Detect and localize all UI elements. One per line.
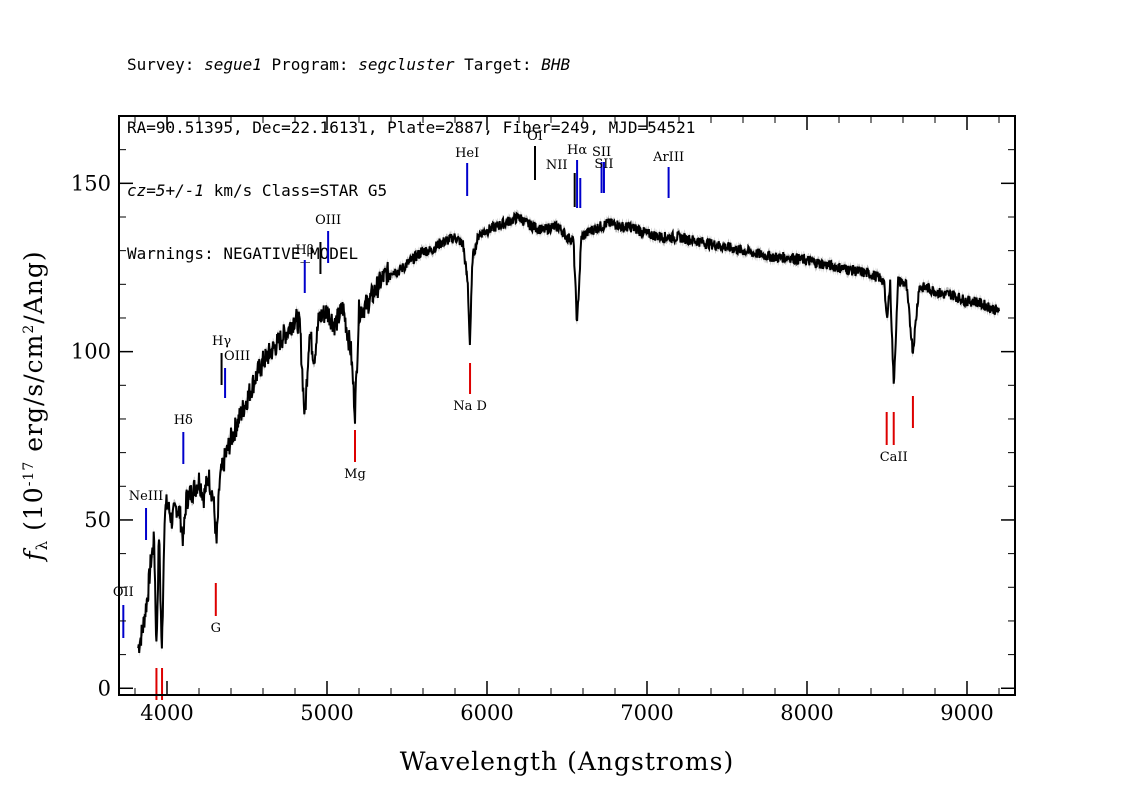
program-label: Program: (261, 55, 359, 74)
y-axis-title-part: -17 (21, 461, 37, 487)
x-axis-title: Wavelength (Angstroms) (400, 747, 734, 776)
emission-line-label: SII (594, 157, 613, 172)
y-tick-label: 100 (71, 340, 111, 364)
emission-line-label: OIII (315, 213, 341, 228)
x-tick-label: 6000 (460, 701, 513, 725)
y-axis-title: fλ (10-17 erg/s/cm2/Ang) (19, 250, 51, 562)
y-axis-title-part: λ (33, 540, 51, 551)
x-tick-label: 5000 (300, 701, 353, 725)
emission-line-label: OIII (224, 349, 250, 364)
spectrum-header: Survey: segue1 Program: segcluster Targe… (127, 12, 695, 285)
y-tick-label: 0 (98, 676, 111, 700)
header-line-redshift: cz=5+/-1 km/s Class=STAR G5 (127, 180, 695, 201)
absorption-line-label: Mg (344, 467, 366, 482)
survey-label: Survey: (127, 55, 205, 74)
plot-frame (118, 115, 1016, 696)
emission-line-label: NeIII (129, 489, 163, 504)
x-tick-label: 4000 (140, 701, 193, 725)
axis-ticks-layer: 4000 5000 6000 7000 8000 9000 0 50 100 150 (71, 116, 1015, 725)
emission-line-label: NII (546, 158, 568, 173)
x-tick-label: 7000 (620, 701, 673, 725)
spectrum-layer (137, 211, 1000, 653)
y-axis-title-part: 2 (21, 324, 37, 334)
header-line-coords: RA=90.51395, Dec=22.16131, Plate=2887, F… (127, 118, 696, 137)
emission-line-label: Hδ (174, 413, 193, 428)
y-tick-label: 50 (84, 508, 111, 532)
class-value: km/s Class=STAR G5 (204, 181, 388, 200)
emission-line-label: Hβ (295, 243, 314, 258)
survey-value: segue1 (204, 55, 262, 74)
header-line-survey: Survey: segue1 Program: segcluster Targe… (127, 54, 695, 75)
redshift-value: cz=5+/-1 (127, 181, 205, 200)
spectrum-line (137, 211, 1000, 653)
emission-line-label: Hα (567, 143, 587, 158)
program-value: segcluster (358, 55, 455, 74)
emission-line-label: HeI (455, 146, 479, 161)
absorption-line-label: G (211, 621, 221, 636)
emission-line-label: OI (527, 129, 543, 144)
x-tick-label: 9000 (940, 701, 993, 725)
y-tick-label: 150 (71, 171, 111, 195)
y-axis-title-part: erg/s/cm (19, 334, 48, 461)
emission-line-label: Hγ (212, 334, 231, 349)
header-line-warnings: Warnings: NEGATIVE_MODEL (127, 244, 359, 263)
absorption-line-label: Na D (453, 399, 487, 414)
emission-line-label: SII (592, 145, 611, 160)
y-axis-title-part: (10 (19, 486, 48, 540)
y-axis-title-part: /Ang) (19, 250, 48, 323)
y-axis-title-part: f (19, 548, 48, 563)
emission-line-label: ArIII (652, 150, 684, 165)
target-label: Target: (454, 55, 542, 74)
x-tick-label: 8000 (780, 701, 833, 725)
absorption-line-label: CaII (880, 450, 908, 465)
target-value: BHB (541, 55, 571, 74)
